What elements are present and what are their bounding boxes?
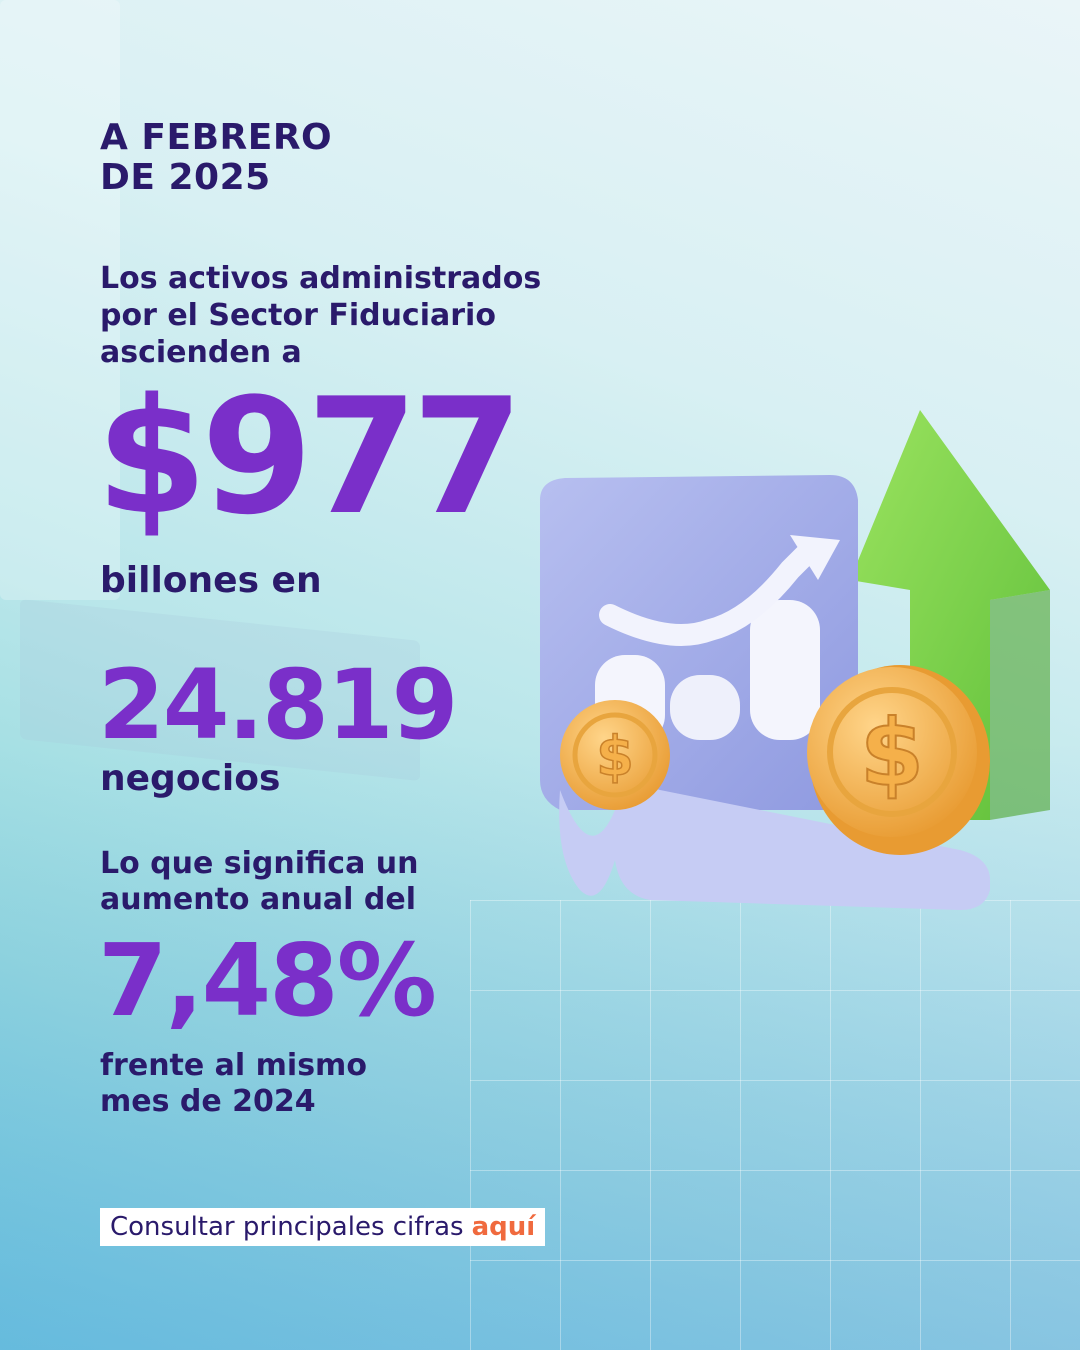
dollar-coin-icon: $ <box>560 700 670 810</box>
heading-line-2: DE 2025 <box>100 157 271 198</box>
business-label: negocios <box>100 758 281 799</box>
svg-text:$: $ <box>860 700 924 807</box>
intro-line-1: Los activos administrados <box>100 261 542 296</box>
svg-text:$: $ <box>596 725 634 788</box>
cta-text: Consultar principales cifras <box>110 1212 464 1242</box>
assets-amount: $977 <box>96 363 523 550</box>
business-count: 24.819 <box>98 649 458 761</box>
trend-arrow-icon <box>599 535 840 646</box>
growth-chart-illustration: $ $ <box>540 410 1050 910</box>
consult-figures-link[interactable]: Consultar principales cifras aquí <box>100 1208 546 1246</box>
page-heading: A FEBRERO DE 2025 <box>100 118 332 198</box>
amount-suffix: billones en <box>100 560 322 601</box>
intro-text: Los activos administrados por el Sector … <box>100 260 560 371</box>
up-arrow-icon <box>850 410 1050 820</box>
intro-line-2: por el Sector Fiduciario <box>100 298 496 333</box>
growth-percentage: 7,48% <box>98 922 437 1039</box>
growth-compare: frente al mismo mes de 2024 <box>100 1048 460 1120</box>
growth-compare-line-1: frente al mismo <box>100 1048 367 1083</box>
growth-compare-line-2: mes de 2024 <box>100 1084 316 1119</box>
heading-line-1: A FEBRERO <box>100 117 333 158</box>
dollar-coin-large-icon: $ <box>807 665 990 855</box>
cta-link[interactable]: aquí <box>471 1212 536 1242</box>
intro-line-3: ascienden a <box>100 335 302 370</box>
background-paper <box>0 0 120 600</box>
growth-intro-line-2: aumento anual del <box>100 882 416 917</box>
background-grid <box>470 900 1080 1350</box>
growth-intro-line-1: Lo que significa un <box>100 846 419 881</box>
growth-intro: Lo que significa un aumento anual del <box>100 846 520 918</box>
